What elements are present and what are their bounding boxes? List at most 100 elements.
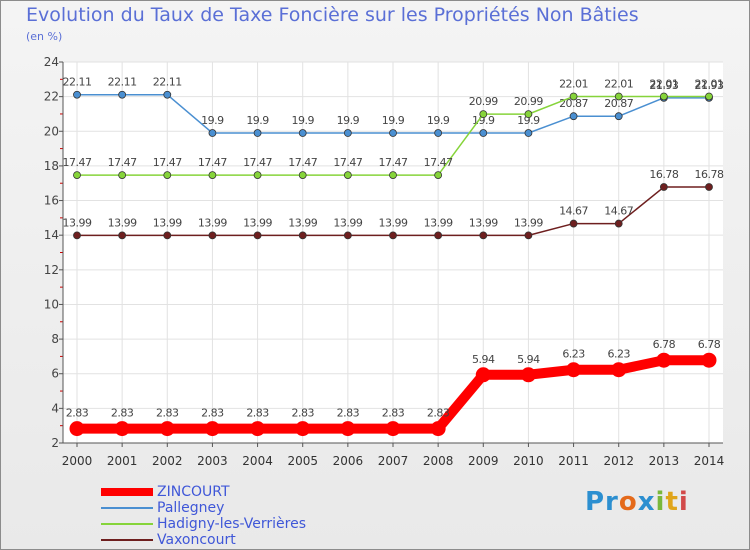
data-point-vaxoncourt <box>343 231 352 240</box>
data-label-vaxoncourt: 13.99 <box>379 216 408 229</box>
data-point-zincourt <box>656 352 672 368</box>
data-point-hadigny-les-verri-res <box>614 92 623 101</box>
y-axis-unit-label: (en %) <box>26 30 63 43</box>
data-label-zincourt: 6.23 <box>607 348 630 361</box>
x-tick-label: 2013 <box>649 454 680 468</box>
data-point-vaxoncourt <box>118 231 127 240</box>
legend-swatch <box>101 488 153 496</box>
data-label-hadigny-les-verri-res: 22.01 <box>604 77 633 90</box>
data-point-zincourt <box>340 421 356 437</box>
data-point-pallegney <box>479 129 488 137</box>
data-label-vaxoncourt: 13.99 <box>153 216 182 229</box>
data-point-hadigny-les-verri-res <box>73 171 81 179</box>
x-tick-label: 2002 <box>152 454 183 468</box>
data-point-pallegney <box>343 129 352 137</box>
data-point-zincourt <box>159 421 175 437</box>
data-point-zincourt <box>250 421 266 437</box>
data-label-zincourt: 2.83 <box>291 407 314 420</box>
data-label-vaxoncourt: 13.99 <box>198 216 227 229</box>
data-point-zincourt <box>611 362 627 378</box>
data-label-pallegney: 20.87 <box>559 97 588 110</box>
data-label-vaxoncourt: 13.99 <box>469 216 498 229</box>
y-tick-label: 24 <box>44 55 59 69</box>
data-point-pallegney <box>389 129 397 137</box>
data-point-pallegney <box>163 90 172 99</box>
data-point-zincourt <box>430 421 446 437</box>
legend-label: Vaxoncourt <box>157 532 236 548</box>
x-tick-label: 2012 <box>603 454 634 468</box>
data-point-pallegney <box>614 112 623 121</box>
data-label-pallegney: 19.9 <box>517 114 540 127</box>
data-label-hadigny-les-verri-res: 17.47 <box>63 156 92 169</box>
data-label-hadigny-les-verri-res: 17.47 <box>379 156 408 169</box>
data-label-vaxoncourt: 16.78 <box>695 168 724 181</box>
legend-label: ZINCOURT <box>157 484 230 500</box>
data-point-hadigny-les-verri-res <box>434 171 443 179</box>
data-point-zincourt <box>385 421 401 437</box>
y-tick-label: 22 <box>44 90 59 104</box>
data-point-vaxoncourt <box>614 219 623 228</box>
legend-swatch <box>101 507 153 509</box>
data-point-hadigny-les-verri-res <box>705 92 713 101</box>
proxiti-logo: Proxiti <box>585 487 689 517</box>
data-point-zincourt <box>295 421 311 437</box>
data-point-vaxoncourt <box>208 231 217 240</box>
data-point-zincourt <box>204 421 220 437</box>
data-label-hadigny-les-verri-res: 20.99 <box>469 95 498 108</box>
chart-title: Evolution du Taux de Taxe Foncière sur l… <box>26 4 639 26</box>
data-point-zincourt <box>69 421 85 437</box>
data-label-zincourt: 6.78 <box>698 338 721 351</box>
legend-label: Hadigny-les-Verrières <box>157 516 306 532</box>
data-label-pallegney: 19.9 <box>337 114 360 127</box>
data-point-hadigny-les-verri-res <box>253 171 262 179</box>
data-label-vaxoncourt: 13.99 <box>243 216 272 229</box>
data-label-zincourt: 5.94 <box>472 353 495 366</box>
data-point-pallegney <box>118 90 127 99</box>
x-tick-label: 2000 <box>62 454 93 468</box>
y-tick-label: 8 <box>51 332 59 346</box>
data-point-zincourt <box>520 367 536 383</box>
data-label-hadigny-les-verri-res: 20.99 <box>514 95 543 108</box>
data-label-pallegney: 19.9 <box>201 114 224 127</box>
y-tick-label: 16 <box>44 194 59 208</box>
data-point-zincourt <box>566 362 582 378</box>
data-label-vaxoncourt: 14.67 <box>559 205 588 218</box>
data-point-zincourt <box>701 352 717 368</box>
data-point-hadigny-les-verri-res <box>389 171 397 179</box>
logo-part: t <box>665 487 679 517</box>
data-label-zincourt: 2.83 <box>156 407 179 420</box>
data-label-zincourt: 6.23 <box>562 348 585 361</box>
data-label-pallegney: 19.9 <box>291 114 314 127</box>
data-label-hadigny-les-verri-res: 17.47 <box>108 156 137 169</box>
data-label-hadigny-les-verri-res: 22.01 <box>695 77 724 90</box>
data-label-zincourt: 2.83 <box>382 407 405 420</box>
data-point-vaxoncourt <box>479 231 488 240</box>
data-point-vaxoncourt <box>73 231 81 240</box>
data-point-vaxoncourt <box>569 219 578 228</box>
data-label-pallegney: 19.9 <box>427 114 450 127</box>
x-tick-label: 2014 <box>694 454 725 468</box>
data-point-hadigny-les-verri-res <box>118 171 127 179</box>
data-label-vaxoncourt: 13.99 <box>514 216 543 229</box>
data-label-hadigny-les-verri-res: 17.47 <box>198 156 227 169</box>
x-tick-label: 2005 <box>287 454 318 468</box>
data-label-pallegney: 19.9 <box>246 114 269 127</box>
data-label-hadigny-les-verri-res: 17.47 <box>288 156 317 169</box>
data-point-vaxoncourt <box>253 231 262 240</box>
data-label-hadigny-les-verri-res: 17.47 <box>153 156 182 169</box>
x-tick-label: 2007 <box>378 454 409 468</box>
data-point-hadigny-les-verri-res <box>524 110 533 119</box>
data-point-pallegney <box>73 90 81 99</box>
logo-part: i <box>678 487 689 517</box>
x-tick-label: 2008 <box>423 454 454 468</box>
data-point-zincourt <box>475 367 491 383</box>
data-label-pallegney: 22.11 <box>63 76 92 89</box>
data-label-zincourt: 2.83 <box>201 407 224 420</box>
y-tick-label: 6 <box>51 367 59 381</box>
data-point-hadigny-les-verri-res <box>163 171 172 179</box>
data-point-hadigny-les-verri-res <box>208 171 217 179</box>
data-label-pallegney: 20.87 <box>604 97 633 110</box>
legend-swatch <box>101 523 153 525</box>
data-label-hadigny-les-verri-res: 22.01 <box>559 77 588 90</box>
